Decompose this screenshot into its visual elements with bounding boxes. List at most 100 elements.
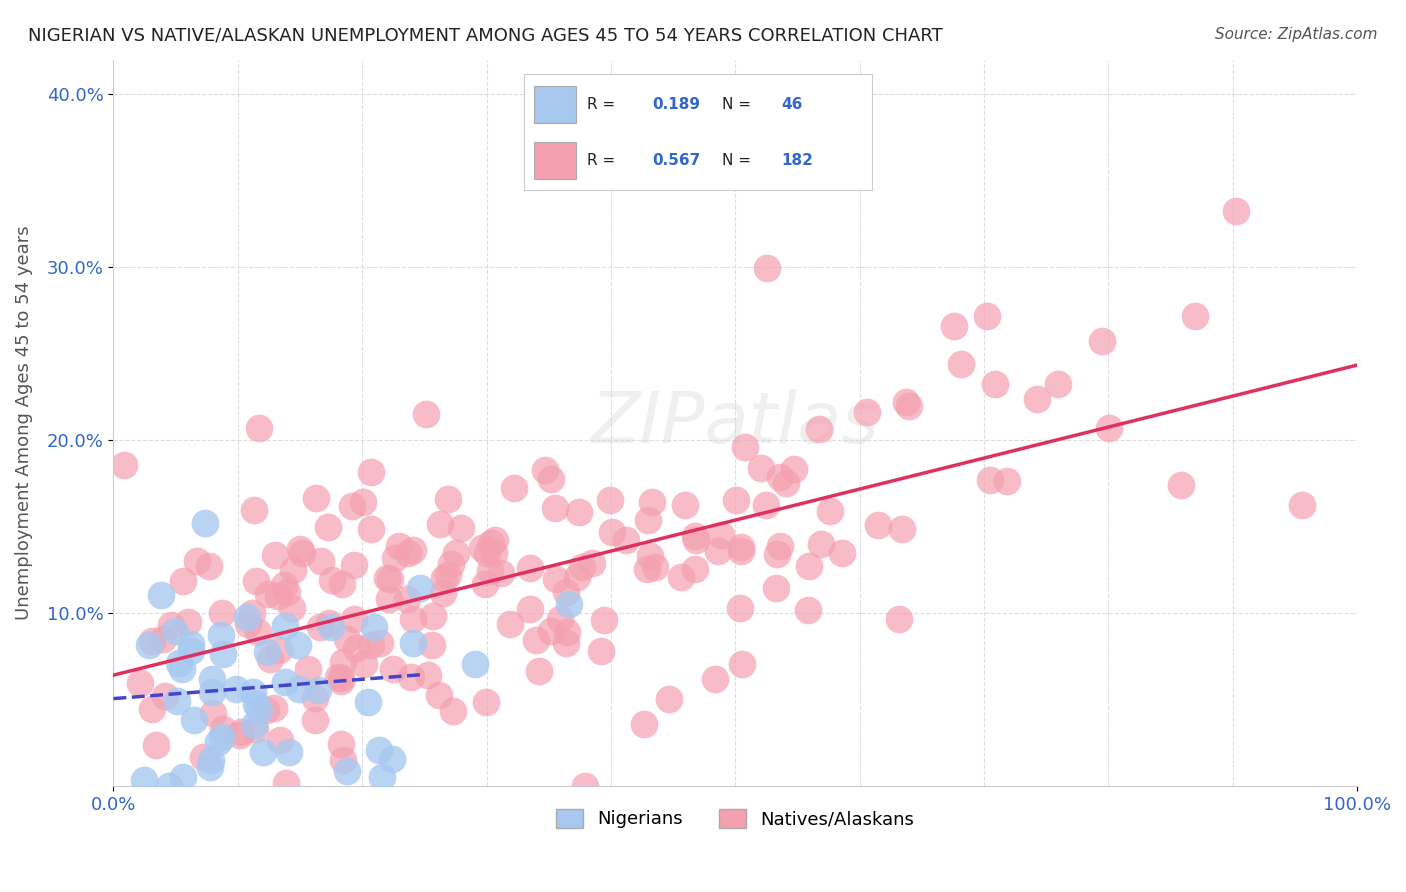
Point xyxy=(288,682,311,697)
Point xyxy=(330,577,353,591)
Point xyxy=(565,570,588,584)
Point xyxy=(669,569,692,583)
Point xyxy=(202,706,225,720)
Point xyxy=(769,539,792,553)
Point xyxy=(332,655,354,669)
Point xyxy=(731,657,754,671)
Point xyxy=(191,750,214,764)
Point xyxy=(734,440,756,454)
Point xyxy=(637,562,659,576)
Point xyxy=(263,701,285,715)
Point xyxy=(141,702,163,716)
Point xyxy=(259,652,281,666)
Point xyxy=(307,682,329,697)
Point xyxy=(464,657,486,672)
Point xyxy=(267,642,290,657)
Point xyxy=(450,521,472,535)
Point xyxy=(247,624,270,639)
Point xyxy=(276,585,298,599)
Point xyxy=(112,458,135,473)
Point xyxy=(1170,477,1192,491)
Point xyxy=(475,546,498,560)
Point xyxy=(384,551,406,566)
Point xyxy=(273,578,295,592)
Point xyxy=(554,585,576,599)
Point xyxy=(489,566,512,580)
Point xyxy=(336,764,359,779)
Point xyxy=(269,732,291,747)
Point xyxy=(183,713,205,727)
Point xyxy=(343,558,366,572)
Point xyxy=(685,533,707,548)
Point xyxy=(229,727,252,741)
Point xyxy=(437,491,460,506)
Point xyxy=(256,587,278,601)
Point xyxy=(519,561,541,575)
Point xyxy=(360,465,382,479)
Point xyxy=(484,533,506,547)
Point xyxy=(683,529,706,543)
Point xyxy=(1047,377,1070,392)
Point xyxy=(240,607,263,621)
Point xyxy=(550,612,572,626)
Point xyxy=(194,516,217,530)
Point xyxy=(212,722,235,736)
Point xyxy=(180,637,202,651)
Point xyxy=(658,692,681,706)
Point xyxy=(976,309,998,323)
Point xyxy=(304,690,326,705)
Point xyxy=(544,501,567,516)
Point xyxy=(775,476,797,491)
Point xyxy=(245,697,267,711)
Point xyxy=(807,421,830,435)
Point xyxy=(378,592,401,607)
Point xyxy=(533,463,555,477)
Point xyxy=(180,644,202,658)
Point xyxy=(360,638,382,652)
Point xyxy=(252,745,274,759)
Point xyxy=(546,572,568,586)
Point xyxy=(637,513,659,527)
Point xyxy=(402,635,425,649)
Point xyxy=(749,460,772,475)
Point xyxy=(243,718,266,732)
Point xyxy=(138,638,160,652)
Point xyxy=(633,717,655,731)
Point xyxy=(371,770,394,784)
Point xyxy=(207,735,229,749)
Point xyxy=(440,557,463,571)
Point xyxy=(765,547,787,561)
Point xyxy=(995,475,1018,489)
Point xyxy=(342,499,364,513)
Point xyxy=(868,518,890,533)
Point xyxy=(291,546,314,560)
Point xyxy=(571,559,593,574)
Point xyxy=(318,520,340,534)
Point xyxy=(170,662,193,676)
Point xyxy=(502,481,524,495)
Point xyxy=(420,638,443,652)
Point xyxy=(529,664,551,678)
Point xyxy=(810,536,832,550)
Point xyxy=(177,615,200,629)
Point xyxy=(332,753,354,767)
Point xyxy=(318,615,340,630)
Point xyxy=(388,539,411,553)
Point xyxy=(150,588,173,602)
Point xyxy=(172,770,194,784)
Point xyxy=(256,645,278,659)
Point xyxy=(555,636,578,650)
Point xyxy=(287,638,309,652)
Point xyxy=(297,662,319,676)
Point xyxy=(335,632,357,646)
Text: ZIPatlas: ZIPatlas xyxy=(591,389,880,458)
Point xyxy=(309,554,332,568)
Point xyxy=(329,737,352,751)
Legend: Nigerians, Natives/Alaskans: Nigerians, Natives/Alaskans xyxy=(548,802,922,836)
Point xyxy=(730,540,752,554)
Point xyxy=(479,564,502,578)
Point xyxy=(211,606,233,620)
Point xyxy=(499,616,522,631)
Point xyxy=(367,742,389,756)
Point xyxy=(600,524,623,539)
